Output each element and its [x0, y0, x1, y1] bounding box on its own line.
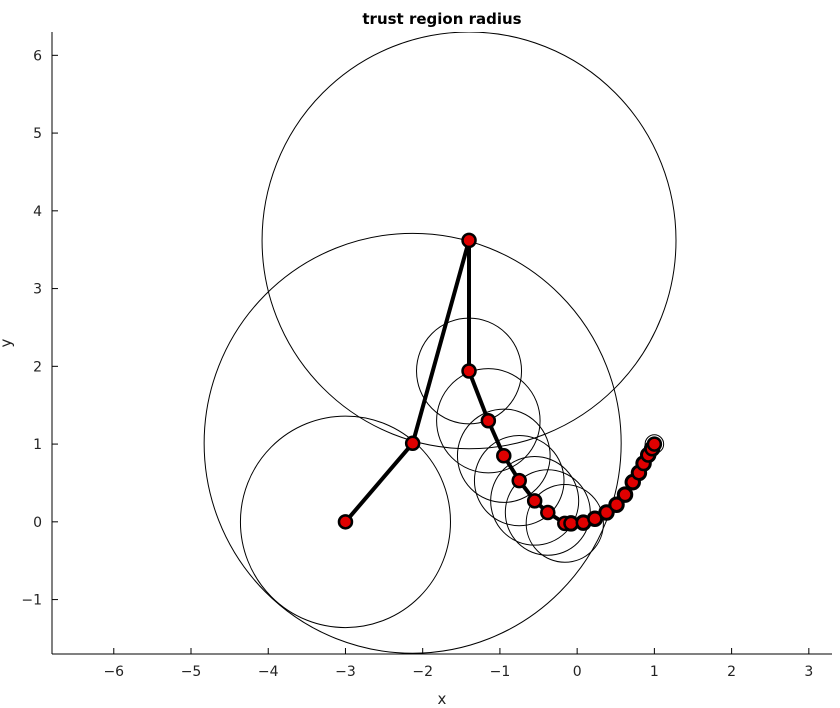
iteration-path — [343, 238, 657, 526]
trust-region-circle-1 — [203, 232, 622, 654]
iteration-path-line — [343, 238, 657, 526]
iterate-marker-13 — [598, 504, 615, 521]
iterate-marker-8 — [540, 504, 556, 521]
y-tick-label-1: 0 — [33, 515, 42, 531]
axes: −6 −5 −4 −3 −2 −1 0 1 2 3 −1 0 1 2 3 4 5 6 — [21, 32, 832, 680]
y-axis-label: y — [0, 338, 15, 347]
y-tick-label-4: 3 — [33, 282, 42, 298]
trust-region-circle-2 — [261, 32, 677, 450]
x-tick-label-3: −3 — [335, 664, 356, 680]
iterate-marker-1 — [404, 435, 421, 452]
iterate-marker-7 — [526, 493, 543, 509]
y-tick-label-6: 5 — [33, 126, 42, 142]
chart-title: trust region radius — [362, 10, 521, 28]
x-tick-label-5: −1 — [490, 664, 511, 680]
x-tick-label-1: −5 — [181, 664, 202, 680]
x-tick-label-7: 1 — [650, 664, 659, 680]
iterate-marker-0 — [337, 514, 354, 530]
x-axis-label: x — [438, 690, 447, 708]
trust-region-circle-0 — [239, 415, 451, 629]
x-tick-label-4: −2 — [412, 664, 433, 680]
iterate-markers — [337, 232, 663, 532]
x-tick-label-9: 3 — [804, 664, 813, 680]
y-tick-label-3: 2 — [33, 359, 42, 375]
x-tick-label-0: −6 — [103, 664, 124, 680]
y-tick-label-5: 4 — [33, 204, 42, 220]
trust-region-circle-5 — [456, 408, 551, 503]
y-tick-label-0: −1 — [21, 593, 42, 609]
iterate-marker-3 — [461, 363, 477, 379]
x-tick-label-6: 0 — [573, 664, 582, 680]
trust-region-circle-6 — [473, 435, 565, 527]
x-tick-label-8: 2 — [727, 664, 736, 680]
iterate-marker-4 — [480, 413, 497, 429]
iterate-marker-10 — [563, 515, 579, 532]
trust-region-circle-7 — [490, 456, 580, 546]
x-tick-label-2: −4 — [258, 664, 279, 680]
trust-region-circle-9 — [525, 484, 604, 563]
iterate-marker-15 — [617, 486, 633, 503]
y-tick-label-2: 1 — [33, 437, 42, 453]
iterate-marker-5 — [496, 447, 512, 464]
iterate-marker-21 — [646, 436, 663, 452]
iterate-marker-6 — [511, 472, 527, 489]
iterate-marker-12 — [587, 510, 603, 527]
iterate-marker-14 — [608, 496, 625, 513]
y-tick-label-7: 6 — [33, 48, 42, 64]
iterate-marker-2 — [461, 232, 477, 249]
trust-region-circle-4 — [436, 368, 541, 474]
